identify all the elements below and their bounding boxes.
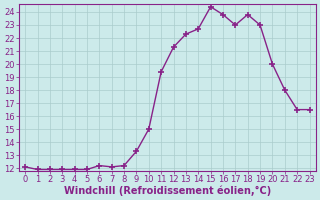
X-axis label: Windchill (Refroidissement éolien,°C): Windchill (Refroidissement éolien,°C) (64, 185, 271, 196)
